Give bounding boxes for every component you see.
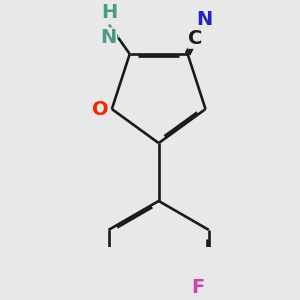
Text: O: O [92, 100, 109, 118]
Text: C: C [188, 29, 203, 48]
Text: N: N [197, 10, 213, 29]
Text: F: F [191, 278, 204, 297]
Text: H: H [101, 3, 117, 22]
Text: N: N [100, 28, 116, 47]
